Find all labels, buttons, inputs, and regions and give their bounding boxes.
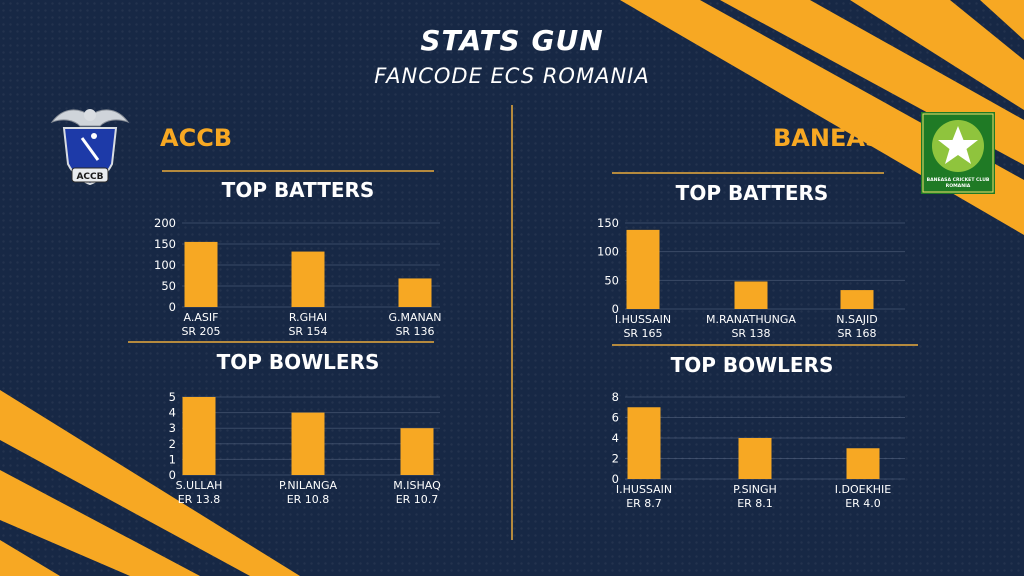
x-sub-label: ER 8.7 bbox=[626, 497, 662, 510]
y-tick-label: 2 bbox=[169, 437, 176, 451]
section-divider bbox=[162, 170, 434, 172]
page-subtitle: FANCODE ECS ROMANIA bbox=[374, 64, 650, 88]
x-sub-label: ER 13.8 bbox=[178, 493, 221, 506]
y-tick-label: 50 bbox=[604, 273, 619, 287]
team-name-accb: ACCB bbox=[160, 124, 233, 152]
bar bbox=[840, 290, 874, 309]
x-sub-label: SR 136 bbox=[395, 325, 434, 338]
bar bbox=[846, 448, 880, 479]
svg-text:ACCB: ACCB bbox=[76, 172, 103, 182]
x-sub-label: SR 138 bbox=[731, 327, 770, 340]
decor-stripe bbox=[850, 0, 1024, 110]
accb-batters-heading: TOP BATTERS bbox=[221, 178, 375, 202]
x-category-label: I.DOEKHIE bbox=[835, 483, 892, 496]
accb-logo: ACCB bbox=[50, 109, 130, 186]
x-sub-label: ER 10.7 bbox=[396, 493, 439, 506]
bar bbox=[400, 428, 434, 475]
section-divider bbox=[612, 172, 884, 174]
y-tick-label: 200 bbox=[154, 216, 176, 230]
x-category-label: P.SINGH bbox=[733, 483, 777, 496]
y-tick-label: 100 bbox=[597, 245, 619, 259]
y-tick-label: 0 bbox=[169, 468, 176, 482]
x-category-label: I.HUSSAIN bbox=[615, 313, 671, 326]
x-sub-label: ER 10.8 bbox=[287, 493, 330, 506]
x-category-label: P.NILANGA bbox=[279, 479, 338, 492]
y-tick-label: 100 bbox=[154, 258, 176, 272]
x-sub-label: SR 168 bbox=[837, 327, 876, 340]
baneasa-logo: BANEASA CRICKET CLUB ROMANIA bbox=[921, 112, 995, 194]
y-tick-label: 1 bbox=[169, 452, 176, 466]
y-tick-label: 50 bbox=[161, 279, 176, 293]
baneasa-batters-heading: TOP BATTERS bbox=[675, 181, 829, 205]
baneasa-bowlers-heading: TOP BOWLERS bbox=[670, 353, 834, 377]
x-category-label: A.ASIF bbox=[184, 311, 219, 324]
y-tick-label: 5 bbox=[169, 390, 176, 404]
decor-stripe bbox=[0, 470, 200, 576]
x-category-label: M.ISHAQ bbox=[393, 479, 441, 492]
x-category-label: S.ULLAH bbox=[176, 479, 223, 492]
decor-stripe bbox=[980, 0, 1024, 40]
y-tick-label: 0 bbox=[169, 300, 176, 314]
bar bbox=[184, 241, 218, 307]
x-sub-label: ER 4.0 bbox=[845, 497, 881, 510]
y-tick-label: 0 bbox=[612, 302, 619, 316]
bar bbox=[291, 251, 325, 307]
y-tick-label: 0 bbox=[612, 472, 619, 486]
y-tick-label: 4 bbox=[612, 431, 619, 445]
y-tick-label: 2 bbox=[612, 452, 619, 466]
bar bbox=[626, 229, 660, 309]
bar bbox=[182, 397, 216, 475]
page-title: STATS GUN bbox=[420, 24, 604, 57]
svg-text:ROMANIA: ROMANIA bbox=[946, 183, 971, 189]
decor-stripe bbox=[0, 390, 300, 576]
decor-stripe bbox=[0, 540, 60, 576]
x-category-label: M.RANATHUNGA bbox=[706, 313, 796, 326]
accb-bowlers-heading: TOP BOWLERS bbox=[216, 350, 380, 374]
bar bbox=[738, 438, 772, 479]
y-tick-label: 6 bbox=[612, 411, 619, 425]
svg-text:BANEASA CRICKET CLUB: BANEASA CRICKET CLUB bbox=[927, 177, 990, 183]
y-tick-label: 3 bbox=[169, 421, 176, 435]
x-sub-label: ER 8.1 bbox=[737, 497, 773, 510]
x-category-label: I.HUSSAIN bbox=[616, 483, 672, 496]
y-tick-label: 150 bbox=[154, 237, 176, 251]
bar bbox=[734, 281, 768, 309]
y-tick-label: 4 bbox=[169, 406, 176, 420]
x-sub-label: SR 165 bbox=[623, 327, 662, 340]
x-category-label: R.GHAI bbox=[289, 311, 327, 324]
bar bbox=[627, 407, 661, 479]
x-sub-label: SR 205 bbox=[181, 325, 220, 338]
bar bbox=[291, 412, 325, 475]
x-category-label: G.MANAN bbox=[388, 311, 441, 324]
y-tick-label: 8 bbox=[612, 390, 619, 404]
bar bbox=[398, 278, 432, 307]
section-divider bbox=[128, 341, 434, 343]
x-category-label: N.SAJID bbox=[836, 313, 877, 326]
x-sub-label: SR 154 bbox=[288, 325, 327, 338]
team-name-baneasa: BANEASA bbox=[773, 124, 901, 152]
y-tick-label: 150 bbox=[597, 216, 619, 230]
section-divider bbox=[612, 344, 918, 346]
